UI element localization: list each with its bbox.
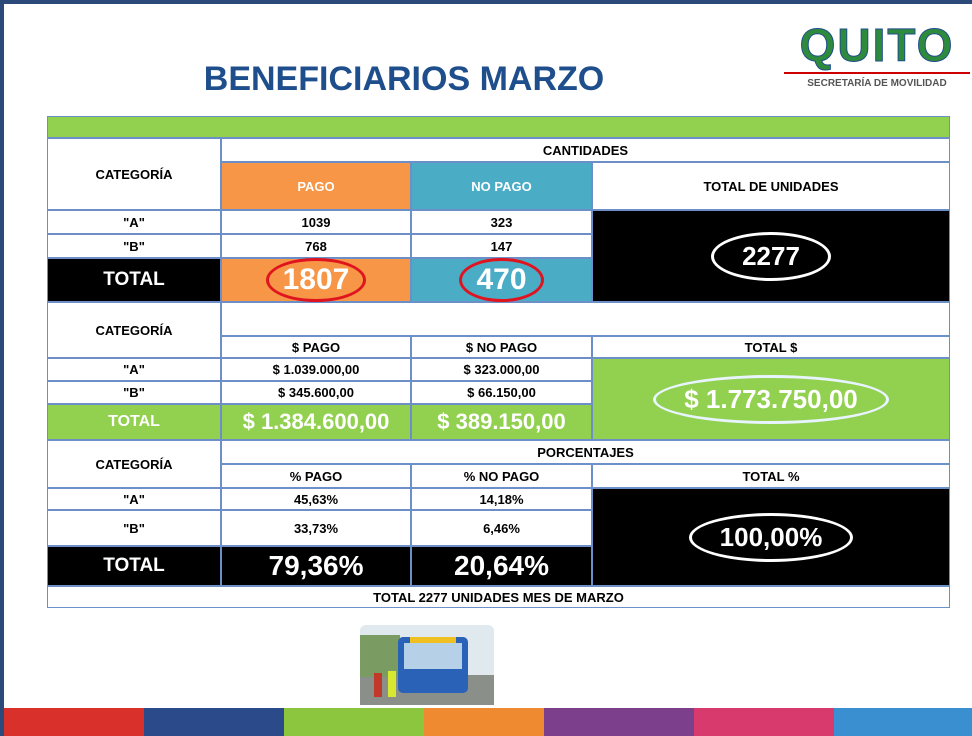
cell: "B" (47, 234, 221, 258)
cell: 2277 (592, 210, 950, 302)
cell (221, 302, 950, 336)
cell: "B" (47, 381, 221, 404)
title: BENEFICIARIOS MARZO (203, 60, 605, 98)
cell: $ 1.039.000,00 (221, 358, 411, 381)
cell: 14,18% (411, 488, 592, 510)
highlight: 2277 (711, 231, 831, 281)
highlight: 1807 (265, 258, 367, 302)
cell: PAGO (221, 162, 411, 210)
cell: $ 1.384.600,00 (221, 404, 411, 440)
cell: "B" (47, 510, 221, 546)
cell: TOTAL (47, 404, 221, 440)
cell: PORCENTAJES (221, 440, 950, 464)
stripe (144, 708, 284, 736)
cell: 147 (411, 234, 592, 258)
footer: TOTAL 2277 UNIDADES MES DE MARZO (47, 586, 950, 608)
cell: TOTAL (47, 546, 221, 586)
cell: $ 345.600,00 (221, 381, 411, 404)
cell: "A" (47, 210, 221, 234)
cell: 323 (411, 210, 592, 234)
cell: TOTAL % (592, 464, 950, 488)
bus-photo (360, 625, 494, 705)
cell: 768 (221, 234, 411, 258)
logo-name: QUITO (799, 19, 955, 72)
cell: % PAGO (221, 464, 411, 488)
highlight: 100,00% (688, 512, 854, 562)
cell: % NO PAGO (411, 464, 592, 488)
cell: $ NO PAGO (411, 336, 592, 358)
cell: 1039 (221, 210, 411, 234)
cell: 470 (411, 258, 592, 302)
cell: $ PAGO (221, 336, 411, 358)
highlight: 470 (459, 258, 544, 302)
cell: NO PAGO (411, 162, 592, 210)
cell: 79,36% (221, 546, 411, 586)
cell: CATEGORÍA (47, 138, 221, 210)
stripe (424, 708, 544, 736)
cell: $ 389.150,00 (411, 404, 592, 440)
cell: CATEGORÍA (47, 302, 221, 358)
logo-subtitle: SECRETARÍA DE MOVILIDAD (784, 72, 970, 89)
highlight: $ 1.773.750,00 (653, 374, 889, 424)
cell: CANTIDADES (221, 138, 950, 162)
cell: 45,63% (221, 488, 411, 510)
cell: 33,73% (221, 510, 411, 546)
cell: TOTAL (47, 258, 221, 302)
cell: "A" (47, 358, 221, 381)
cell: 20,64% (411, 546, 592, 586)
logo: QUITO SECRETARÍA DE MOVILIDAD (784, 18, 970, 108)
cell: "A" (47, 488, 221, 510)
stripe (284, 708, 424, 736)
cell: TOTAL DE UNIDADES (592, 162, 950, 210)
cell: 1807 (221, 258, 411, 302)
stripe (544, 708, 694, 736)
cell: 100,00% (592, 488, 950, 586)
cell: CATEGORÍA (47, 440, 221, 488)
cell: 6,46% (411, 510, 592, 546)
green-bar (47, 116, 950, 138)
cell: $ 66.150,00 (411, 381, 592, 404)
cell: $ 1.773.750,00 (592, 358, 950, 440)
stripe (4, 708, 144, 736)
cell: $ 323.000,00 (411, 358, 592, 381)
stripe (694, 708, 834, 736)
stripe (834, 708, 972, 736)
cell: TOTAL $ (592, 336, 950, 358)
